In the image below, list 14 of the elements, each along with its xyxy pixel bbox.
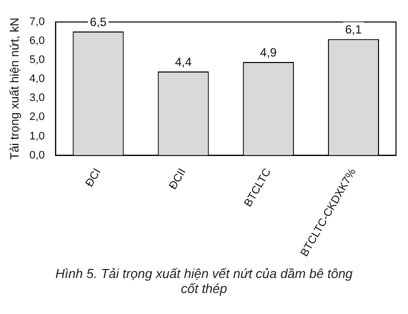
y-tick-label: 3,0 xyxy=(29,92,45,104)
y-axis-title: Tải trọng xuất hiện nứt, kN xyxy=(8,18,22,160)
y-tick-label: 1,0 xyxy=(29,130,45,142)
text: Hình 5. Tải trọng xuất hiện vết nứt của dầm bê tông cốt thép xyxy=(54,266,354,296)
data-label: 4,9 xyxy=(260,45,278,60)
data-label: 6,1 xyxy=(345,22,362,36)
y-tick-label: 7,0 xyxy=(29,16,45,28)
y-tick-label: 0,0 xyxy=(29,149,45,162)
data-label: 4,4 xyxy=(174,54,192,69)
y-tick-label: 2,0 xyxy=(29,111,45,124)
data-label: 6,5 xyxy=(90,14,107,29)
y-tick-label: 6,0 xyxy=(29,35,45,48)
y-tick-label: 5,0 xyxy=(29,54,45,66)
y-tick-label: 4,0 xyxy=(29,73,45,86)
